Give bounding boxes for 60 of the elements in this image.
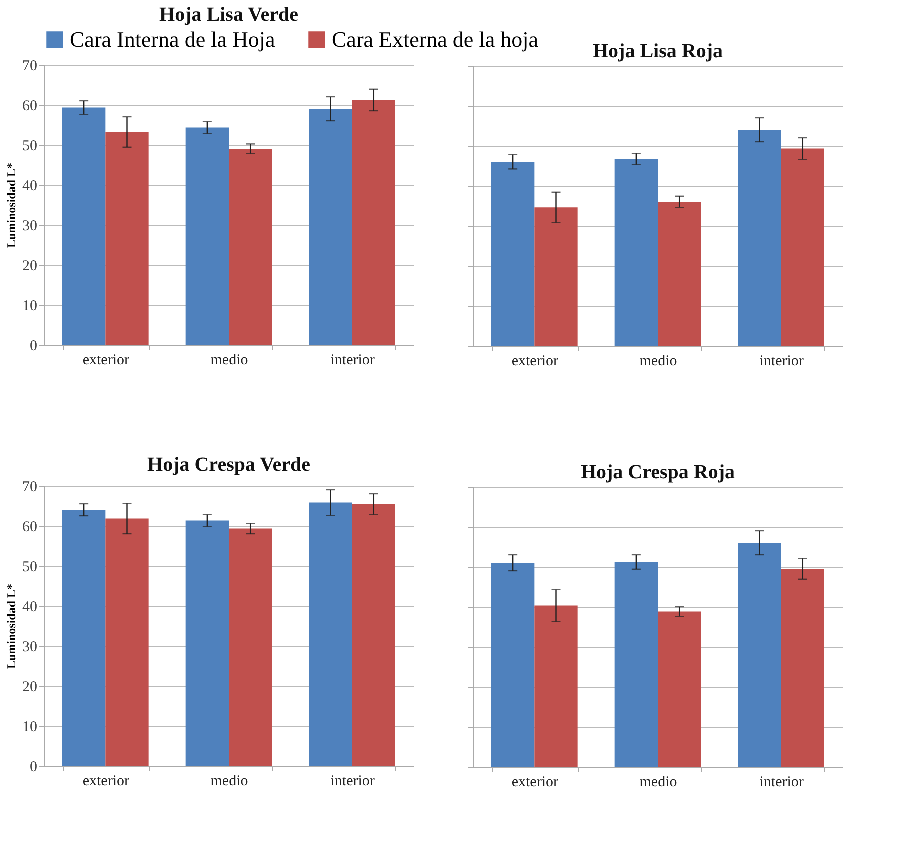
y-tick-label: 70 — [22, 58, 38, 74]
y-tick-label: 20 — [22, 680, 38, 696]
bar — [229, 149, 272, 345]
y-tick-label: 0 — [30, 760, 38, 776]
legend-label: Cara Externa de la hoja — [332, 27, 539, 52]
y-tick-label: 30 — [22, 218, 38, 234]
x-tick-label: medio — [640, 353, 678, 369]
x-tick-label: exterior — [512, 774, 558, 790]
bar — [309, 109, 352, 345]
x-tick-label: exterior — [82, 774, 130, 790]
chart-title: Hoja Lisa Roja — [593, 40, 723, 62]
chart-title: Hoja Crespa Roja — [580, 461, 736, 483]
x-tick-label: exterior — [82, 352, 130, 368]
y-tick-label: 70 — [22, 480, 38, 496]
bar — [62, 510, 106, 766]
bar — [106, 518, 149, 766]
bar — [106, 132, 149, 345]
y-tick-label: 50 — [22, 560, 38, 576]
y-tick-label: 60 — [22, 98, 38, 114]
bar — [781, 568, 824, 766]
y-axis-title: Luminosidad L* — [4, 584, 18, 670]
legend-label: Cara Interna de la Hoja — [70, 27, 276, 52]
bar — [352, 100, 396, 345]
bar — [534, 605, 578, 766]
y-tick-label: 10 — [22, 720, 38, 736]
bar — [614, 158, 658, 346]
bar — [781, 148, 824, 346]
bar — [186, 520, 229, 766]
chart-title: Hoja Crespa Verde — [148, 454, 311, 476]
y-tick-label: 10 — [22, 298, 38, 314]
bar — [62, 108, 106, 345]
bar — [658, 202, 702, 346]
bar — [309, 502, 352, 766]
y-tick-label: 40 — [22, 178, 38, 194]
chart-title: Hoja Lisa Verde — [160, 4, 299, 26]
x-tick-label: interior — [760, 774, 804, 790]
x-tick-label: interior — [330, 774, 375, 790]
x-tick-label: medio — [210, 774, 248, 790]
y-axis-title: Luminosidad L* — [4, 162, 18, 248]
bar — [738, 542, 782, 766]
x-tick-label: medio — [210, 352, 248, 368]
y-tick-label: 20 — [22, 258, 38, 274]
y-tick-label: 50 — [22, 138, 38, 154]
bar — [534, 207, 578, 346]
y-tick-label: 60 — [22, 520, 38, 536]
bar — [186, 128, 229, 345]
y-tick-label: 0 — [30, 338, 38, 354]
bar — [492, 562, 535, 766]
bar — [352, 504, 396, 766]
x-tick-label: medio — [640, 774, 678, 790]
bar — [738, 130, 782, 346]
bar — [614, 562, 658, 766]
bar — [229, 528, 272, 766]
x-tick-label: interior — [760, 353, 804, 369]
bar — [658, 611, 702, 766]
bar — [492, 162, 535, 346]
x-tick-label: interior — [330, 352, 375, 368]
y-tick-label: 30 — [22, 640, 38, 656]
x-tick-label: exterior — [512, 353, 558, 369]
y-tick-label: 40 — [22, 600, 38, 616]
